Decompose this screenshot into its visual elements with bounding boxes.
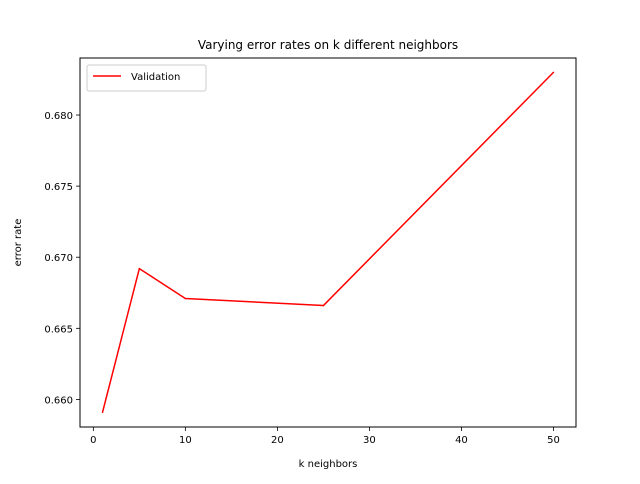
x-axis-label: k neighbors [299,459,358,470]
data-point [322,304,325,307]
data-point [138,267,141,270]
plot-frame [79,57,577,428]
y-axis-label: error rate [13,219,24,267]
x-axis-ticks: 0 10 20 30 40 50 [90,427,560,446]
y-tick-label: 0.660 [44,395,73,406]
plot-area [79,57,577,428]
series-layer [101,71,555,413]
data-point [552,71,555,74]
y-tick-label: 0.680 [44,111,73,122]
x-tick-label: 0 [90,435,96,446]
y-tick-label: 0.670 [44,253,73,264]
y-tick-label: 0.675 [44,182,73,193]
legend-label-validation: Validation [131,72,180,83]
chart-title: Varying error rates on k different neigh… [198,38,458,52]
data-point [184,297,187,300]
x-tick-label: 40 [455,435,468,446]
legend-box [86,64,207,92]
data-point [101,411,104,413]
x-tick-label: 30 [363,435,376,446]
y-tick-label: 0.665 [44,324,73,335]
x-tick-label: 50 [547,435,560,446]
legend: Validation [86,64,207,92]
y-axis-ticks: 0.660 0.665 0.670 0.675 0.680 [44,111,80,406]
x-tick-label: 20 [271,435,284,446]
x-tick-label: 10 [179,435,192,446]
